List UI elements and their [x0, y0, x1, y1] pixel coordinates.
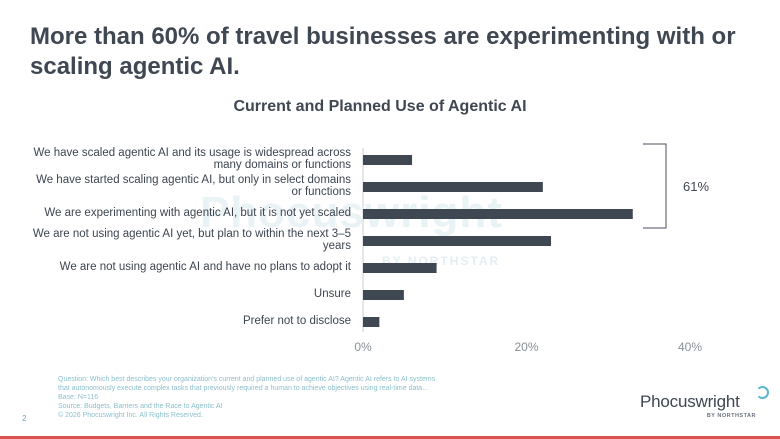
x-tick-label: 20%: [514, 340, 538, 354]
category-label: We have scaled agentic AI and its usage …: [11, 147, 352, 171]
category-label-line: We are not using agentic AI yet, but pla…: [32, 228, 351, 240]
phocuswright-logo: Phocuswright BY NORTHSTAR: [640, 386, 769, 419]
bar-0: [363, 155, 413, 165]
category-label-line: Unsure: [313, 288, 351, 300]
chart-title: Current and Planned Use of Agentic AI: [233, 98, 527, 115]
x-tick-label: 0%: [354, 340, 372, 354]
footnote-copyright: © 2026 Phocuswright Inc. All Rights Rese…: [58, 412, 203, 419]
logo-wordmark: Phocuswright: [640, 392, 740, 411]
footnote: Question: Which best describes your orga…: [58, 375, 528, 420]
category-label-line: many domains or functions: [213, 159, 351, 171]
category-label: Prefer not to disclose: [11, 315, 351, 327]
category-label: We are experimenting with agentic AI, bu…: [11, 207, 351, 219]
page-title: More than 60% of travel businesses are e…: [30, 23, 736, 80]
category-label: Unsure: [11, 288, 351, 300]
category-label-line: We have started scaling agentic AI, but …: [36, 174, 351, 186]
category-label-line: We are experimenting with agentic AI, bu…: [44, 207, 351, 219]
page-number: 2: [22, 414, 27, 423]
category-label-line: years: [322, 240, 351, 252]
logo-mark-icon: [756, 386, 769, 399]
category-label-line: We are not using agentic AI and have no …: [59, 261, 351, 273]
logo-sub: BY NORTHSTAR: [706, 413, 756, 419]
bar-6: [363, 317, 380, 327]
category-label: We have started scaling agentic AI, but …: [11, 174, 351, 198]
category-label-line: Prefer not to disclose: [242, 315, 351, 327]
bar-4: [363, 263, 437, 273]
bar-5: [363, 290, 404, 300]
annotation-label: 61%: [683, 179, 709, 194]
bar-2: [363, 209, 633, 219]
category-label-line: We have scaled agentic AI and its usage …: [33, 147, 352, 159]
footnote-base: Base: N=116: [58, 394, 99, 401]
footnote-question-line-2: that autonomously execute complex tasks …: [58, 385, 429, 392]
footer-accent-bar: [0, 436, 780, 439]
category-label-line: or functions: [291, 186, 351, 198]
category-label: We are not using agentic AI and have no …: [11, 261, 351, 273]
annotation-bracket: [643, 143, 667, 229]
footnote-question-line-1: Question: Which best describes your orga…: [58, 376, 436, 383]
category-label: We are not using agentic AI yet, but pla…: [11, 228, 351, 252]
bar-3: [363, 236, 552, 246]
x-tick-label: 40%: [678, 340, 702, 354]
bar-1: [363, 182, 543, 192]
footnote-source: Source: Budgets, Barriers and the Race t…: [58, 403, 223, 410]
